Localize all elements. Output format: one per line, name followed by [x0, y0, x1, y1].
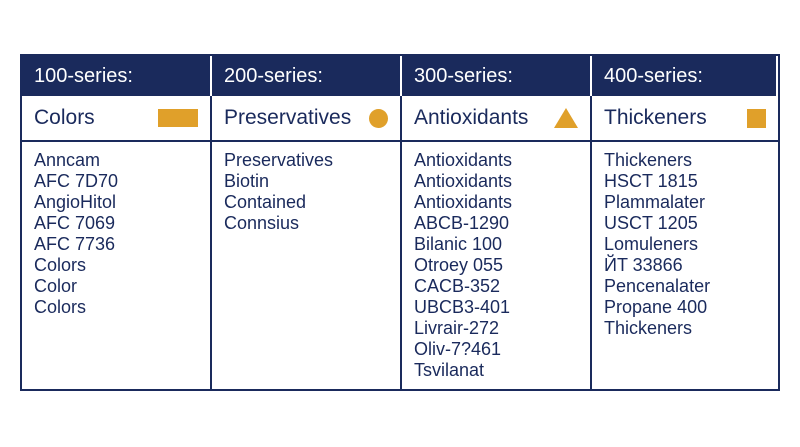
item-list-400: Thickeners HSCT 1815 Plammalater USCT 12…	[592, 142, 778, 389]
list-item: Otroey 055	[414, 255, 504, 275]
category-cell-preservatives: Preservatives	[212, 96, 402, 142]
list-item: AFC 7069	[34, 213, 116, 233]
list-item: Biotin	[224, 171, 270, 191]
list-item: USCT 1205	[604, 213, 698, 233]
list-item: Contained	[224, 192, 307, 212]
category-cell-antioxidants: Antioxidants	[402, 96, 592, 142]
list-item: Color	[34, 276, 78, 296]
series-header-100: 100-series:	[22, 56, 212, 96]
list-item: Antioxidants	[414, 192, 513, 212]
list-item: Propane 400	[604, 297, 708, 317]
list-item: UBCB3-401	[414, 297, 511, 317]
list-item: Connsius	[224, 213, 300, 233]
triangle-icon	[554, 108, 578, 128]
list-item: Plammalater	[604, 192, 706, 212]
list-item: Preservatives	[224, 150, 334, 170]
list-item: CACB-352	[414, 276, 501, 296]
list-item: Livrair-272	[414, 318, 500, 338]
category-label: Preservatives	[224, 106, 352, 129]
list-item: Bilanic 100	[414, 234, 503, 254]
item-list-200: Preservatives Biotin Contained Connsius	[212, 142, 402, 389]
category-cell-colors: Colors	[22, 96, 212, 142]
list-item: HSCT 1815	[604, 171, 698, 191]
rectangle-icon	[158, 109, 198, 127]
square-icon	[747, 108, 766, 128]
category-cell-thickeners: Thickeners	[592, 96, 778, 142]
list-item: Antioxidants	[414, 150, 513, 170]
list-item: Thickeners	[604, 318, 693, 338]
series-header-300: 300-series:	[402, 56, 592, 96]
list-item: AFC 7D70	[34, 171, 119, 191]
list-item: AFC 7736	[34, 234, 116, 254]
list-item: Thickeners	[604, 150, 693, 170]
category-label: Thickeners	[604, 106, 707, 129]
circle-icon	[369, 108, 388, 128]
list-item: Pencenalater	[604, 276, 711, 296]
category-label: Colors	[34, 106, 95, 129]
series-header-200: 200-series:	[212, 56, 402, 96]
list-item: Lomuleners	[604, 234, 699, 254]
item-list-100: Anncam AFC 7D70 AngioHitol AFC 7069 AFC …	[22, 142, 212, 389]
list-item: ЙT 33866	[604, 255, 683, 275]
list-item: Colors	[34, 297, 87, 317]
item-list-300: Antioxidants Antioxidants Antioxidants A…	[402, 142, 592, 389]
list-item: ABCB-1290	[414, 213, 510, 233]
list-item: AngioHitol	[34, 192, 117, 212]
additive-series-table: 100-series: 200-series: 300-series: 400-…	[20, 54, 780, 391]
list-item: Colors	[34, 255, 87, 275]
list-item: Antioxidants	[414, 171, 513, 191]
category-label: Antioxidants	[414, 106, 529, 129]
list-item: Tsvilanat	[414, 360, 485, 380]
list-item: Oliv-7?461	[414, 339, 502, 359]
series-header-400: 400-series:	[592, 56, 778, 96]
list-item: Anncam	[34, 150, 101, 170]
